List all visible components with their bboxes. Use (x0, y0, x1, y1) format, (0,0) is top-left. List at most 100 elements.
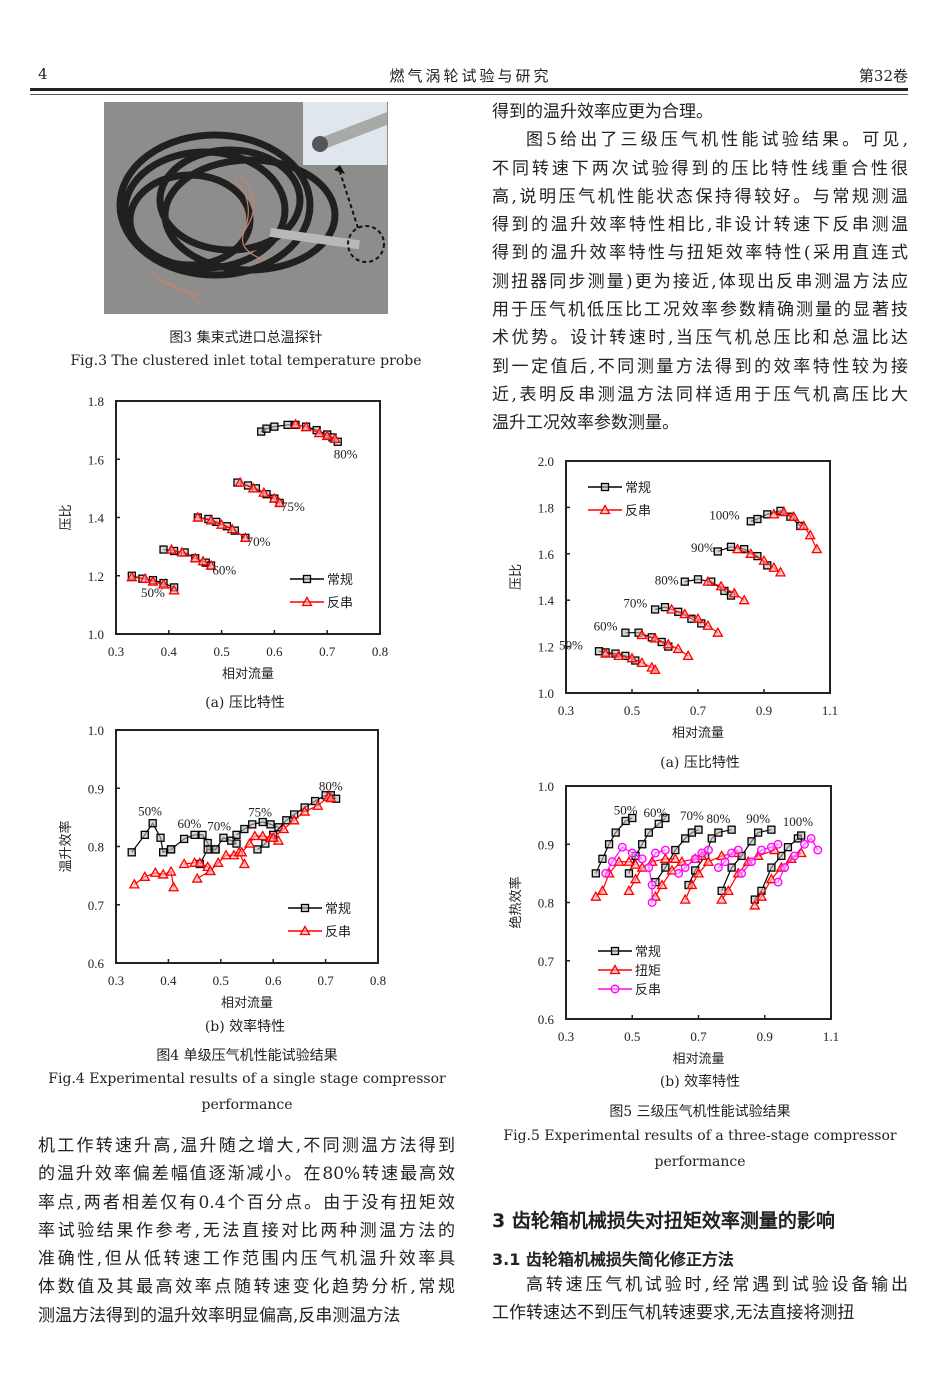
y-tick-label: 1.0 (538, 779, 554, 794)
y-tick-label: 1.4 (88, 511, 105, 526)
text-line: 用于压气机低压比工况效率参数精确测量的显著技 (492, 300, 908, 321)
triangle-marker (192, 511, 204, 522)
triangle-marker (738, 594, 750, 605)
y-tick-label: 0.9 (538, 837, 554, 852)
triangle-marker (797, 520, 810, 531)
triangle-marker (609, 964, 621, 975)
text-line: 术优势。设计转速时,当压气机总压比和总温比达 (492, 328, 908, 349)
square-marker (621, 628, 630, 637)
text-line: 近,表明反串测温方法同样适用于压气机高压比大 (492, 384, 908, 405)
y-tick-label: 0.6 (538, 1012, 555, 1027)
circle-marker (703, 845, 713, 855)
circle-marker (690, 854, 700, 864)
triangle-marker (157, 578, 170, 589)
triangle-marker (244, 837, 256, 848)
square-marker (190, 830, 199, 839)
x-tick-label: 0.7 (690, 1029, 707, 1044)
triangle-marker (247, 482, 259, 493)
triangle-marker (128, 878, 140, 889)
circle-marker (733, 845, 743, 855)
x-axis-label: 相对流量 (672, 1051, 724, 1066)
x-axis-label: 相对流量 (672, 725, 724, 740)
fig4b-subcaption: (b) 效率特性 (204, 1019, 286, 1035)
square-marker (262, 424, 271, 433)
legend-label: 反串 (325, 924, 351, 939)
triangle-marker (278, 823, 290, 834)
x-tick-label: 0.3 (108, 973, 124, 988)
x-tick-label: 0.3 (558, 703, 574, 718)
square-marker (591, 869, 600, 878)
square-marker (694, 825, 703, 834)
square-marker (654, 819, 663, 829)
header-rule-thick (30, 88, 908, 91)
speed-annotation: 60% (212, 562, 236, 577)
circle-marker (737, 868, 747, 878)
square-marker (156, 833, 165, 842)
text-line: 高转速压气机试验时,经常遇到试验设备输出 (526, 1275, 908, 1295)
triangle-marker (596, 885, 609, 895)
y-tick-label: 2.0 (538, 454, 554, 469)
speed-annotation: 100% (783, 814, 814, 829)
fig4-caption-en-cont: performance (201, 1097, 293, 1113)
text-line: 得到的温升效率应更为合理。 (492, 102, 713, 122)
square-marker (714, 828, 723, 837)
series-square (591, 813, 806, 904)
x-tick-label: 0.3 (108, 644, 124, 659)
triangle-marker (313, 427, 325, 438)
y-axis-label: 温升效率 (58, 820, 73, 872)
x-axis-label: 相对流量 (221, 995, 273, 1010)
triangle-marker (626, 652, 638, 663)
chart-1: 0.3 0.4 0.5 0.6 0.7 0.8 1.0 1.2 1.4 1.6 1.8 相对流量 压比 5… (58, 394, 388, 681)
triangle-marker (194, 856, 206, 867)
triangle-marker (139, 572, 151, 583)
speed-annotation: 50% (138, 803, 162, 818)
right-column-paragraphs: 得到的温升效率应更为合理。 图5给出了三级压气机性能试验结果。可见, 不同转速下两次… (492, 98, 908, 438)
triangle-marker (686, 879, 698, 890)
circle-marker (813, 845, 823, 855)
circle-marker (713, 863, 723, 872)
triangle-marker (205, 514, 217, 525)
series-triangle (126, 418, 341, 595)
chart-2: 0.3 0.4 0.5 0.6 0.7 0.8 0.6 0.7 0.8 0.9 1.0 相对流量 温升效… (58, 723, 386, 1010)
triangle-marker (623, 885, 635, 895)
triangle-marker (268, 492, 281, 503)
circle-marker (607, 857, 617, 867)
triangle-marker (590, 890, 602, 901)
speed-annotation: 80% (655, 572, 679, 587)
square-marker (624, 869, 634, 878)
square-marker (753, 514, 762, 524)
speed-annotation: 60% (644, 805, 668, 820)
y-tick-label: 1.0 (538, 686, 554, 701)
text-line: 率试验结果作参考,无法直接对比两种测温方法的 (38, 1220, 455, 1241)
square-marker (248, 820, 257, 829)
triangle-marker (165, 543, 178, 554)
circle-marker (773, 877, 783, 887)
legend-label: 常规 (325, 901, 351, 916)
x-tick-label: 0.8 (372, 644, 388, 659)
circle-marker (800, 839, 809, 849)
square-marker (693, 575, 703, 584)
y-tick-label: 1.2 (538, 640, 554, 655)
text-line: 得到的温升效率特性与扭矩效率特性(采用直连式 (492, 243, 908, 264)
square-marker (302, 574, 312, 584)
triangle-marker (176, 546, 188, 557)
triangle-marker (613, 650, 625, 661)
speed-annotation: 50% (141, 585, 165, 600)
triangle-marker (804, 529, 816, 540)
square-marker (598, 854, 607, 863)
volume-label: 第32卷 (858, 67, 908, 85)
triangle-marker (665, 603, 678, 614)
y-tick-label: 1.6 (538, 547, 555, 562)
y-tick-label: 0.8 (88, 840, 104, 855)
triangle-marker (745, 547, 757, 558)
triangle-marker (682, 650, 694, 661)
speed-annotation: 90% (746, 811, 770, 826)
triangle-marker (234, 476, 246, 487)
square-marker (726, 542, 736, 551)
square-marker (680, 577, 689, 586)
triangle-marker (715, 580, 727, 591)
fig3-caption-cn: 图3 集束式进口总温探针 (169, 330, 323, 346)
chart-3: 0.3 0.5 0.7 0.9 1.1 1.0 1.2 1.4 1.6 1.8 2.0 相对流量 压比 5… (508, 454, 838, 740)
series-triangle (128, 791, 337, 892)
